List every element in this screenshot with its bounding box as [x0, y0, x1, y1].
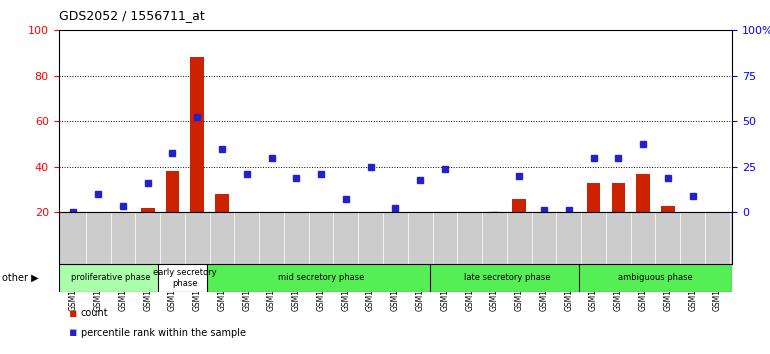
Text: percentile rank within the sample: percentile rank within the sample	[81, 328, 246, 338]
Bar	[562, 249, 576, 258]
Bar	[166, 171, 179, 258]
Text: early secretory
phase: early secretory phase	[153, 268, 216, 287]
Bar	[430, 264, 584, 292]
Bar	[686, 240, 699, 258]
Bar	[116, 240, 129, 258]
Text: GDS2052 / 1556711_at: GDS2052 / 1556711_at	[59, 9, 204, 22]
Bar	[59, 264, 162, 292]
Bar	[611, 183, 625, 258]
Text: ▪: ▪	[69, 326, 78, 339]
Bar	[363, 212, 377, 258]
Bar	[215, 194, 229, 258]
Bar	[512, 199, 526, 258]
Bar	[265, 233, 279, 258]
Bar	[661, 206, 675, 258]
Bar	[314, 228, 328, 258]
Bar	[158, 264, 212, 292]
Text: other ▶: other ▶	[2, 273, 38, 283]
Bar	[190, 57, 204, 258]
Text: ▪: ▪	[69, 307, 78, 320]
Text: late secretory phase: late secretory phase	[464, 273, 550, 282]
Bar	[636, 174, 650, 258]
Bar	[463, 251, 477, 258]
Bar	[537, 251, 551, 258]
Bar	[389, 247, 402, 258]
Bar	[711, 253, 725, 258]
Bar	[141, 208, 155, 258]
Text: count: count	[81, 308, 109, 318]
Bar	[587, 183, 601, 258]
Text: mid secretory phase: mid secretory phase	[278, 273, 364, 282]
Bar	[66, 251, 80, 258]
Bar	[207, 264, 435, 292]
Bar	[438, 215, 452, 258]
Bar	[290, 233, 303, 258]
Text: proliferative phase: proliferative phase	[71, 273, 150, 282]
Bar	[413, 244, 427, 258]
Bar	[240, 226, 253, 258]
Bar	[487, 249, 501, 258]
Bar	[92, 228, 105, 258]
Bar	[579, 264, 732, 292]
Bar	[339, 253, 353, 258]
Text: ambiguous phase: ambiguous phase	[618, 273, 693, 282]
